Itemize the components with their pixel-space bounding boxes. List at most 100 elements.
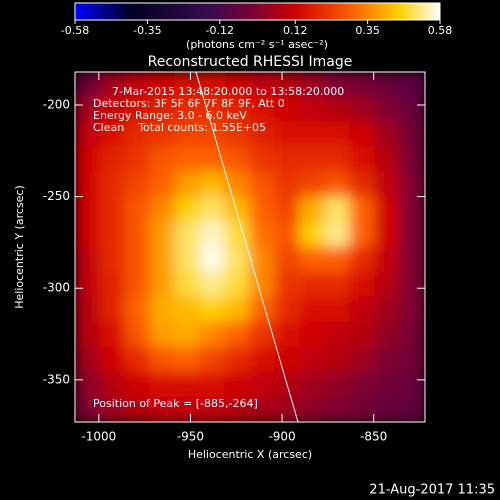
image-cell: [224, 271, 251, 298]
image-cell: [99, 121, 126, 148]
colorbar-tick-label: 0.35: [355, 24, 380, 37]
chart-title: Reconstructed RHESSI Image: [148, 54, 353, 70]
image-cell: [349, 96, 376, 123]
image-cell: [99, 396, 126, 422]
image-cell: [75, 246, 101, 273]
image-cell: [99, 171, 126, 198]
x-tick-label: -950: [177, 430, 204, 444]
image-cell: [349, 221, 376, 248]
colorbar-tick-label: -0.58: [61, 24, 89, 37]
image-cell: [374, 396, 401, 422]
image-cell: [75, 72, 101, 98]
image-cell: [399, 96, 425, 123]
image-cell: [274, 346, 301, 373]
image-cell: [324, 146, 351, 173]
image-cell: [249, 72, 276, 98]
image-cell: [224, 221, 251, 248]
image-cell: [75, 221, 101, 248]
image-cell: [99, 221, 126, 248]
image-cell: [174, 121, 201, 148]
image-cell: [99, 246, 126, 273]
image-cell: [274, 196, 301, 223]
image-cell: [324, 321, 351, 348]
image-cell: [274, 96, 301, 123]
limb-line: [195, 72, 299, 422]
image-cell: [274, 221, 301, 248]
image-cell: [199, 171, 226, 198]
image-cell: [124, 146, 151, 173]
image-cell: [75, 121, 101, 148]
image-cell: [99, 321, 126, 348]
image-cell: [149, 396, 176, 422]
image-cell: [174, 371, 201, 398]
image-cell: [174, 196, 201, 223]
image-cell: [224, 96, 251, 123]
image-cell: [299, 371, 326, 398]
image-cell: [249, 371, 276, 398]
image-cell: [249, 146, 276, 173]
image-cell: [349, 72, 376, 98]
image-cell: [124, 396, 151, 422]
image-cell: [149, 196, 176, 223]
image-cell: [199, 96, 226, 123]
y-tick-label: -300: [43, 281, 70, 295]
image-cell: [324, 221, 351, 248]
image-cell: [149, 271, 176, 298]
image-cell: [349, 296, 376, 323]
image-cell: [274, 271, 301, 298]
image-cell: [274, 121, 301, 148]
image-cell: [249, 321, 276, 348]
image-cell: [174, 396, 201, 422]
image-cell: [249, 396, 276, 422]
image-cell: [199, 321, 226, 348]
image-cell: [299, 72, 326, 98]
image-cell: [324, 196, 351, 223]
image-cell: [349, 171, 376, 198]
image-cell: [274, 171, 301, 198]
image-cell: [299, 171, 326, 198]
image-cell: [299, 121, 326, 148]
image-cell: [99, 346, 126, 373]
image-cell: [149, 146, 176, 173]
image-cell: [299, 221, 326, 248]
image-cell: [149, 96, 176, 123]
image-cell: [399, 246, 425, 273]
colorbar-tick-label: -0.35: [133, 24, 161, 37]
image-cell: [75, 96, 101, 123]
image-cell: [99, 296, 126, 323]
annotation: Detectors: 3F 5F 6F 7F 8F 9F, Att 0: [93, 97, 285, 110]
image-cell: [174, 296, 201, 323]
image-cell: [349, 346, 376, 373]
image-cell: [299, 346, 326, 373]
image-cell: [124, 371, 151, 398]
image-cell: [349, 371, 376, 398]
image-cell: [224, 371, 251, 398]
image-cell: [249, 196, 276, 223]
image-cell: [349, 246, 376, 273]
y-tick-label: -350: [43, 372, 70, 386]
annotation: Energy Range: 3.0 - 6.0 keV: [93, 109, 247, 122]
plot-frame: [74, 71, 426, 423]
image-cell: [224, 146, 251, 173]
image-cell: [124, 171, 151, 198]
image-cell: [399, 196, 425, 223]
image-cell: [374, 246, 401, 273]
image-cell: [299, 271, 326, 298]
image-cell: [274, 321, 301, 348]
image-cell: [374, 321, 401, 348]
image-cell: [249, 271, 276, 298]
image-cell: [199, 371, 226, 398]
image-cell: [124, 346, 151, 373]
image-cell: [399, 321, 425, 348]
image-cell: [249, 121, 276, 148]
image-cell: [75, 396, 101, 422]
image-cell: [299, 321, 326, 348]
image-cell: [124, 271, 151, 298]
image-cell: [249, 221, 276, 248]
image-cell: [324, 171, 351, 198]
image-cell: [299, 296, 326, 323]
image-cell: [174, 346, 201, 373]
image-cell: [75, 271, 101, 298]
image-cell: [374, 121, 401, 148]
